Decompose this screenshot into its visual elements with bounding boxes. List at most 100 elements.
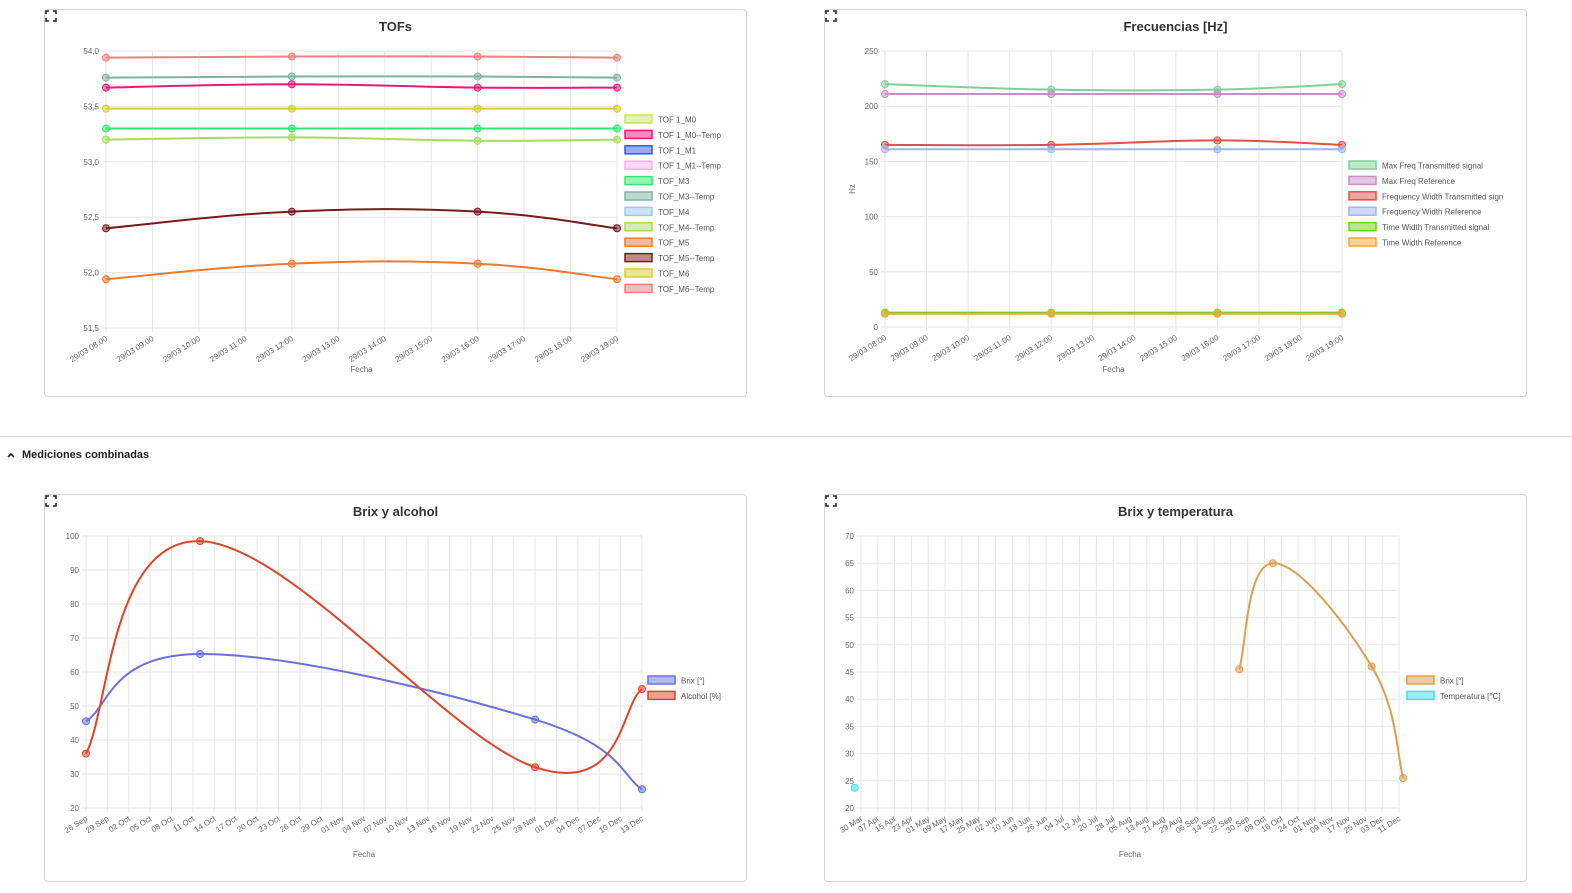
legend-label[interactable]: TOF_M4 [658,208,690,217]
data-point[interactable] [1047,309,1056,318]
data-point[interactable] [850,783,859,792]
legend-swatch[interactable] [624,237,653,247]
data-point[interactable] [287,52,296,61]
expand-icon[interactable] [825,495,837,507]
data-point[interactable] [531,715,540,724]
legend-label[interactable]: TOF_M6--Temp [658,285,715,294]
data-point[interactable] [1338,90,1346,99]
data-point[interactable] [287,124,296,133]
data-point[interactable] [473,136,482,145]
data-point[interactable] [102,83,110,92]
data-point[interactable] [1213,145,1222,154]
legend-label[interactable]: TOF_M5 [658,239,690,248]
legend-label[interactable]: Brix [°] [681,677,705,686]
legend-swatch[interactable] [624,268,653,278]
legend-swatch[interactable] [624,114,653,124]
data-point[interactable] [1213,136,1222,145]
data-point[interactable] [1047,90,1056,99]
data-point[interactable] [473,104,482,113]
legend-label[interactable]: TOF_M3--Temp [658,193,715,202]
legend-label[interactable]: TOF 1_M0 [658,116,697,125]
data-point[interactable] [613,104,621,113]
data-point[interactable] [196,537,205,546]
legend-label[interactable]: TOF_M6 [658,270,690,279]
legend-label[interactable]: TOF 1_M1--Temp [658,162,722,171]
data-point[interactable] [287,207,296,216]
data-point[interactable] [881,80,889,89]
legend-label[interactable]: TOF_M4--Temp [658,223,715,232]
legend-swatch[interactable] [624,283,653,294]
data-point[interactable] [613,83,621,92]
data-point[interactable] [613,73,621,82]
legend-swatch[interactable] [1348,237,1377,247]
data-point[interactable] [473,259,482,268]
data-point[interactable] [881,145,889,154]
data-point[interactable] [1338,80,1346,89]
expand-icon[interactable] [825,10,837,22]
data-point[interactable] [1367,662,1376,671]
legend-label[interactable]: Time Width Transmitted signal [1382,223,1490,232]
data-point[interactable] [1338,309,1346,318]
data-point[interactable] [196,649,205,658]
data-point[interactable] [1268,559,1277,568]
data-point[interactable] [473,72,482,81]
expand-icon[interactable] [45,495,57,507]
data-point[interactable] [638,685,646,693]
data-point[interactable] [287,104,296,113]
legend-label[interactable]: Alcohol [%] [681,692,721,701]
legend-swatch[interactable] [1406,675,1435,685]
section-toggle-mediciones-combinadas[interactable]: Mediciones combinadas [6,449,149,461]
data-point[interactable] [1399,774,1408,783]
legend-label[interactable]: Temperatura [°C] [1440,692,1501,701]
legend-swatch[interactable] [624,191,653,201]
data-point[interactable] [473,83,482,92]
data-point[interactable] [82,717,90,726]
legend-swatch[interactable] [624,252,653,263]
data-point[interactable] [1213,309,1222,318]
data-point[interactable] [1047,145,1056,154]
data-point[interactable] [102,73,110,82]
legend-swatch[interactable] [624,145,653,155]
data-point[interactable] [102,53,110,62]
data-point[interactable] [638,785,646,794]
legend-label[interactable]: Brix [°] [1440,677,1464,686]
legend-swatch[interactable] [624,160,653,170]
data-point[interactable] [881,90,889,99]
legend-label[interactable]: Max Freq Transmitted signal [1382,162,1483,171]
data-point[interactable] [102,104,110,113]
legend-label[interactable]: TOF 1_M1 [658,146,697,155]
legend-swatch[interactable] [1406,690,1435,701]
data-point[interactable] [613,135,621,144]
data-point[interactable] [473,124,482,133]
legend-label[interactable]: TOF_M3 [658,177,690,186]
legend-label[interactable]: Frequency Width Reference [1382,208,1482,217]
data-point[interactable] [613,224,621,233]
expand-icon[interactable] [45,10,57,22]
data-point[interactable] [102,135,110,144]
data-point[interactable] [1338,145,1346,154]
data-point[interactable] [287,80,296,89]
legend-swatch[interactable] [1348,206,1377,216]
legend-swatch[interactable] [1348,221,1377,232]
data-point[interactable] [613,124,621,133]
legend-swatch[interactable] [624,175,653,186]
data-point[interactable] [82,749,90,758]
data-point[interactable] [287,133,296,142]
legend-swatch[interactable] [624,206,653,217]
data-point[interactable] [473,207,482,216]
legend-swatch[interactable] [1348,191,1377,201]
legend-swatch[interactable] [1348,160,1377,170]
legend-label[interactable]: Time Width Reference [1382,239,1462,248]
legend-swatch[interactable] [624,222,653,232]
data-point[interactable] [1213,90,1222,99]
data-point[interactable] [613,275,621,284]
data-point[interactable] [287,72,296,81]
legend-label[interactable]: Max Freq Reference [1382,177,1455,186]
data-point[interactable] [102,275,110,284]
legend-swatch[interactable] [1348,175,1377,186]
legend-label[interactable]: TOF 1_M0--Temp [658,131,722,140]
legend-swatch[interactable] [647,690,676,701]
legend-swatch[interactable] [624,129,653,140]
data-point[interactable] [287,259,296,268]
data-point[interactable] [473,52,482,61]
